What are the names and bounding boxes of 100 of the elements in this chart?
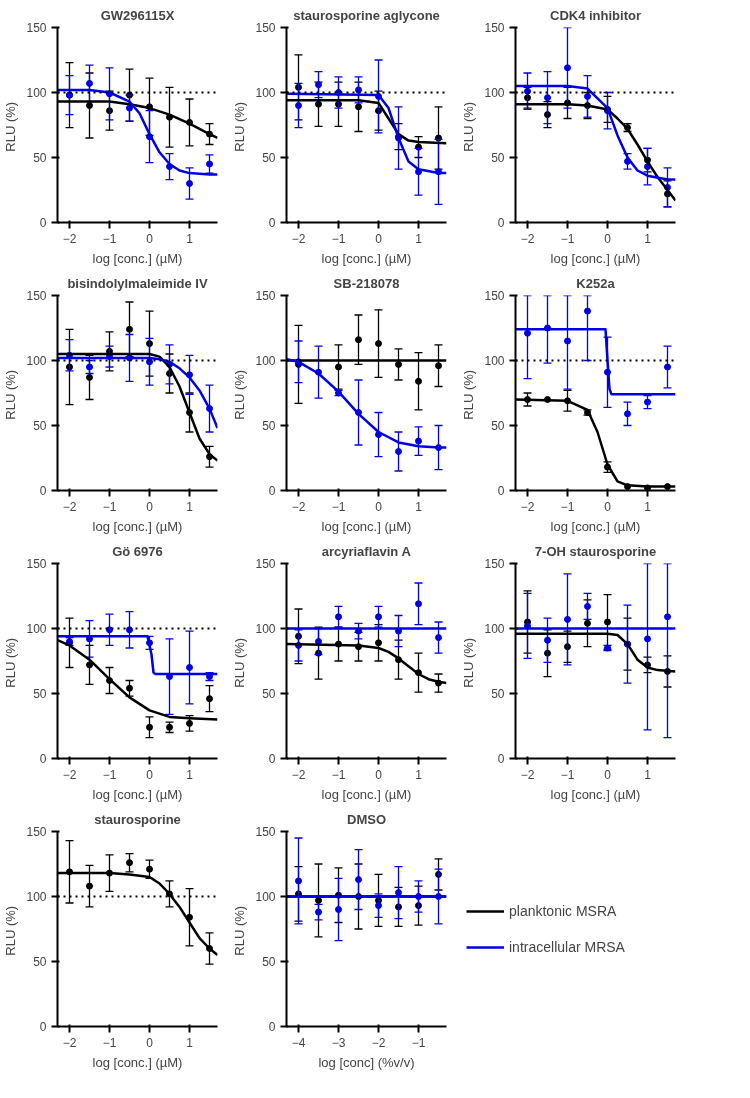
x-tick-label: −1 bbox=[331, 767, 346, 782]
legend-label: planktonic MSRA bbox=[509, 902, 617, 919]
x-axis-title: log [conc.] (µM) bbox=[550, 518, 641, 534]
x-tick-label: −2 bbox=[62, 767, 77, 782]
y-axis-title: RLU (%) bbox=[461, 101, 477, 152]
x-tick-label: −2 bbox=[291, 499, 306, 514]
x-tick-label: −1 bbox=[411, 1035, 426, 1050]
x-tick-label: −2 bbox=[291, 231, 306, 246]
y-tick-label: 150 bbox=[26, 557, 47, 571]
x-tick-label: −1 bbox=[560, 767, 575, 782]
y-tick-label: 0 bbox=[39, 484, 47, 498]
y-axis-title: RLU (%) bbox=[3, 905, 19, 956]
y-tick-label: 50 bbox=[33, 151, 47, 165]
y-tick-label: 100 bbox=[255, 890, 276, 904]
y-tick-label: 50 bbox=[491, 687, 505, 701]
y-tick-label: 100 bbox=[26, 622, 47, 636]
y-tick-label: 0 bbox=[39, 752, 47, 766]
y-tick-label: 150 bbox=[26, 21, 47, 35]
x-tick-label: 1 bbox=[186, 499, 194, 514]
y-tick-label: 0 bbox=[268, 752, 276, 766]
y-tick-label: 100 bbox=[26, 354, 47, 368]
y-tick-label: 0 bbox=[39, 1020, 47, 1034]
y-tick-label: 100 bbox=[255, 86, 276, 100]
y-tick-label: 150 bbox=[26, 825, 47, 839]
chart-title: K252a bbox=[576, 275, 616, 291]
x-tick-label: −4 bbox=[291, 1035, 306, 1050]
y-tick-label: 50 bbox=[491, 419, 505, 433]
x-axis-title: log [conc] (%v/v) bbox=[318, 1054, 415, 1070]
y-tick-label: 100 bbox=[26, 86, 47, 100]
x-tick-label: −1 bbox=[560, 231, 575, 246]
x-tick-label: −2 bbox=[62, 1035, 77, 1050]
chart-title: arcyriaflavin A bbox=[321, 543, 412, 559]
x-tick-label: 1 bbox=[415, 499, 423, 514]
x-axis-title: log [conc.] (µM) bbox=[550, 250, 641, 266]
y-axis-title: RLU (%) bbox=[232, 101, 248, 152]
y-axis-title: RLU (%) bbox=[3, 369, 19, 420]
y-tick-label: 150 bbox=[255, 21, 276, 35]
y-tick-label: 0 bbox=[268, 1020, 276, 1034]
y-axis-title: RLU (%) bbox=[3, 101, 19, 152]
x-tick-label: 1 bbox=[415, 767, 423, 782]
y-tick-label: 100 bbox=[26, 890, 47, 904]
x-tick-label: −2 bbox=[520, 767, 535, 782]
chart-title: CDK4 inhibitor bbox=[550, 7, 641, 23]
x-tick-label: 1 bbox=[644, 767, 652, 782]
y-tick-label: 100 bbox=[255, 622, 276, 636]
y-tick-label: 150 bbox=[484, 557, 505, 571]
x-tick-label: −1 bbox=[560, 499, 575, 514]
x-tick-label: −2 bbox=[371, 1035, 386, 1050]
x-tick-label: −1 bbox=[102, 499, 117, 514]
y-tick-label: 50 bbox=[33, 419, 47, 433]
legend-label: intracellular MRSA bbox=[509, 938, 625, 955]
chart-title: bisindolylmaleimide IV bbox=[67, 275, 208, 291]
x-tick-label: −1 bbox=[102, 1035, 117, 1050]
x-tick-label: −1 bbox=[102, 231, 117, 246]
y-tick-label: 150 bbox=[484, 21, 505, 35]
y-tick-label: 150 bbox=[26, 289, 47, 303]
chart-title: 7-OH staurosporine bbox=[534, 543, 657, 559]
x-tick-label: 1 bbox=[415, 231, 423, 246]
x-axis-title: log [conc.] (µM) bbox=[92, 250, 183, 266]
x-axis-title: log [conc.] (µM) bbox=[92, 786, 183, 802]
x-axis-title: log [conc.] (µM) bbox=[321, 518, 412, 534]
y-tick-label: 50 bbox=[33, 687, 47, 701]
y-tick-label: 100 bbox=[255, 354, 276, 368]
x-tick-label: −2 bbox=[62, 231, 77, 246]
x-tick-label: −2 bbox=[62, 499, 77, 514]
x-tick-label: 1 bbox=[186, 767, 194, 782]
y-tick-label: 100 bbox=[484, 86, 505, 100]
x-axis-title: log [conc.] (µM) bbox=[550, 786, 641, 802]
y-tick-label: 50 bbox=[262, 955, 276, 969]
chart-title: staurosporine aglycone bbox=[293, 7, 440, 23]
y-tick-label: 0 bbox=[39, 216, 47, 230]
x-tick-label: −3 bbox=[331, 1035, 346, 1050]
x-axis-title: log [conc.] (µM) bbox=[321, 250, 412, 266]
x-tick-label: 1 bbox=[186, 1035, 194, 1050]
x-tick-label: −2 bbox=[520, 231, 535, 246]
x-axis-title: log [conc.] (µM) bbox=[92, 1054, 183, 1070]
x-tick-label: −1 bbox=[331, 499, 346, 514]
x-tick-label: 0 bbox=[146, 767, 154, 782]
y-axis-title: RLU (%) bbox=[232, 905, 248, 956]
y-tick-label: 100 bbox=[484, 622, 505, 636]
y-axis-title: RLU (%) bbox=[3, 637, 19, 688]
y-tick-label: 0 bbox=[497, 216, 505, 230]
y-tick-label: 100 bbox=[484, 354, 505, 368]
y-axis-title: RLU (%) bbox=[461, 369, 477, 420]
y-tick-label: 50 bbox=[262, 419, 276, 433]
y-axis-title: RLU (%) bbox=[232, 637, 248, 688]
x-tick-label: −1 bbox=[102, 767, 117, 782]
x-tick-label: 0 bbox=[375, 231, 383, 246]
y-tick-label: 150 bbox=[255, 289, 276, 303]
y-tick-label: 0 bbox=[268, 484, 276, 498]
x-tick-label: 1 bbox=[186, 231, 194, 246]
x-axis-title: log [conc.] (µM) bbox=[321, 786, 412, 802]
y-tick-label: 0 bbox=[497, 752, 505, 766]
x-tick-label: 0 bbox=[604, 499, 612, 514]
y-tick-label: 50 bbox=[491, 151, 505, 165]
y-tick-label: 0 bbox=[268, 216, 276, 230]
x-tick-label: −2 bbox=[291, 767, 306, 782]
y-tick-label: 0 bbox=[497, 484, 505, 498]
chart-title: SB-218078 bbox=[333, 275, 400, 291]
x-tick-label: 0 bbox=[146, 1035, 154, 1050]
